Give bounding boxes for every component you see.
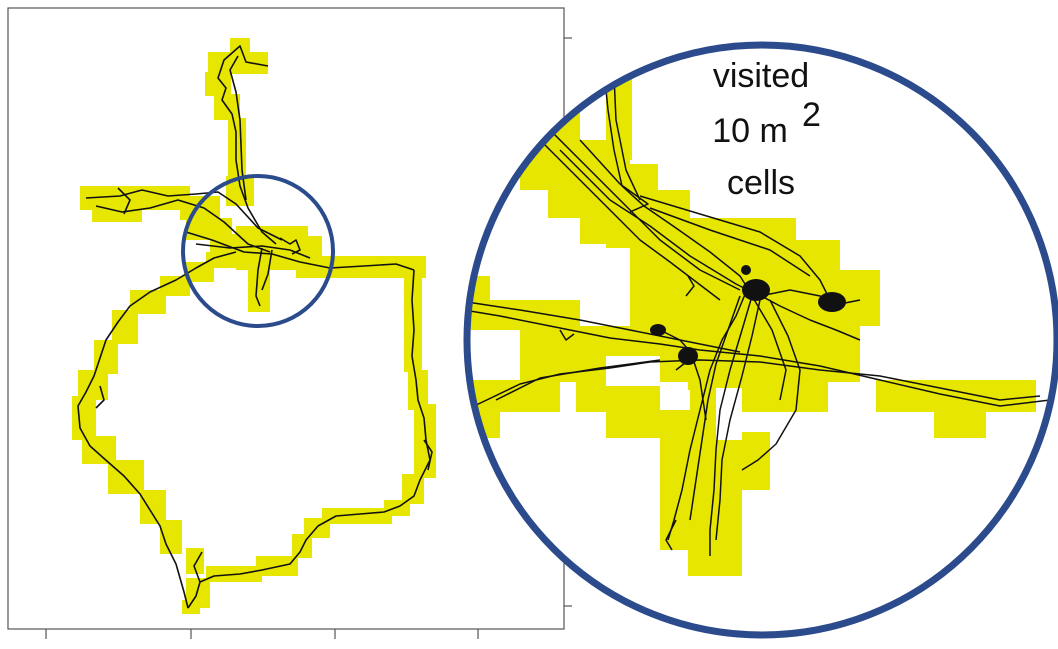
annotation-exponent: 2 — [802, 96, 821, 134]
zoom-region-circle — [181, 174, 335, 328]
annotation-value: 10 m — [712, 112, 788, 150]
annotation-line-2: 10 m — [712, 112, 788, 150]
annotation-line-1: visited — [713, 57, 809, 95]
axis-ticks — [45, 37, 572, 639]
activity-clusters — [650, 265, 846, 365]
zoom-panel: visited 10 m 2 cells — [463, 41, 1058, 639]
cell-size-annotation: visited 10 m 2 cells — [712, 57, 821, 202]
zoom-detail-circle — [463, 41, 1058, 639]
annotation-line-3: cells — [727, 164, 795, 202]
track-overview — [77, 45, 433, 609]
